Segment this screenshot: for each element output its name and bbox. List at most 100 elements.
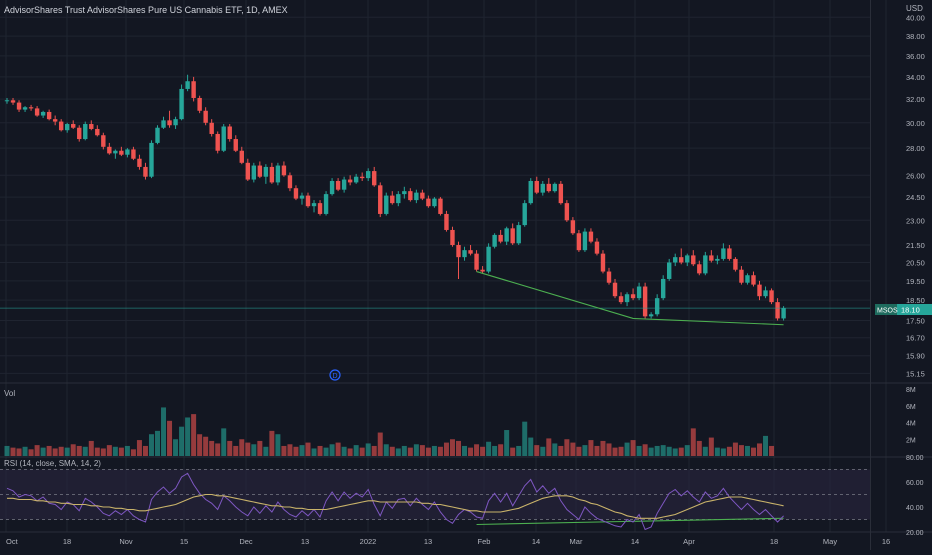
volume-bar <box>588 440 594 456</box>
time-tick-label: 13 <box>301 537 309 546</box>
volume-bar <box>341 446 347 456</box>
price-axis[interactable]: 40.00 38.00 36.00 34.00 32.00 30.00 28.00 26.00… <box>906 13 925 537</box>
volume-bar <box>245 442 251 456</box>
candle-body <box>438 198 443 214</box>
candle-body <box>582 231 588 251</box>
candle-body <box>191 81 196 98</box>
volume-bar <box>546 438 552 456</box>
candle-body <box>263 166 269 177</box>
candle-body <box>125 149 130 155</box>
time-tick-label: 18 <box>63 537 71 546</box>
volume-bar <box>462 445 468 456</box>
volume-bar <box>726 446 732 456</box>
volume-bar <box>22 446 28 456</box>
ticker-price-badge: MSOS 18.10 <box>875 304 932 315</box>
volume-bar <box>395 448 401 456</box>
dividend-event-marker[interactable]: D <box>329 369 341 381</box>
volume-bar <box>576 446 582 456</box>
candle-body <box>161 120 166 128</box>
candle-body <box>636 286 642 299</box>
candle-body <box>227 126 232 140</box>
candle-body <box>594 241 600 254</box>
volume-bar <box>287 444 293 456</box>
candle-body <box>131 149 136 159</box>
candle-body <box>215 133 220 151</box>
candle-body <box>426 198 431 207</box>
time-axis[interactable]: Oct 18 Nov 15 Dec 13 2022 13 Feb 14 Mar 14 Apr 18 May 1… <box>6 537 890 546</box>
candle-body <box>4 100 10 102</box>
volume-bar <box>449 439 455 456</box>
candle-body <box>359 176 365 179</box>
candle-body <box>432 198 437 207</box>
volume-bar <box>100 448 106 456</box>
price-tick-label: 23.00 <box>906 216 925 225</box>
ticker-badge-bg <box>875 304 897 315</box>
volume-bar <box>528 437 534 456</box>
candle-body <box>727 248 732 259</box>
ticker-badge-symbol: MSOS <box>877 308 898 315</box>
candle-body <box>673 257 678 263</box>
volume-bar <box>353 445 359 456</box>
candle-body <box>28 107 34 109</box>
candle-body <box>347 179 353 183</box>
candle-body <box>173 119 178 126</box>
candle-body <box>576 233 582 251</box>
volume-bar <box>630 440 636 456</box>
volume-bar <box>624 442 630 456</box>
candle-body <box>65 124 70 131</box>
volume-bar <box>702 446 708 456</box>
volume-bar <box>299 445 305 456</box>
candle-body <box>372 171 377 186</box>
candle-body <box>402 191 407 195</box>
volume-bar <box>317 445 323 456</box>
price-tick-label: 38.00 <box>906 32 925 41</box>
candle-body <box>618 296 624 303</box>
candle-body <box>197 97 202 111</box>
candle-body <box>474 253 479 270</box>
volume-bar <box>480 446 486 456</box>
volume-bar <box>197 434 203 456</box>
volume-bar <box>486 441 492 456</box>
candle-body <box>137 158 142 167</box>
volume-bar <box>498 444 504 456</box>
candle-body <box>751 275 756 285</box>
volume-bar <box>744 445 750 456</box>
volume-tick-label: 8M <box>906 387 916 394</box>
price-tick-label: 24.50 <box>906 193 925 202</box>
candle-body <box>456 245 461 258</box>
candle-body <box>420 192 425 199</box>
event-marker-circle[interactable] <box>329 369 341 381</box>
candle-body <box>10 100 16 103</box>
candle-body <box>52 119 58 122</box>
candle-body <box>71 124 76 128</box>
candle-body <box>101 135 106 147</box>
volume-bar <box>371 445 377 456</box>
candle-body <box>624 294 630 303</box>
candle-body <box>570 220 576 234</box>
time-tick-label: Dec <box>239 537 253 546</box>
time-tick-label: 16 <box>882 537 890 546</box>
volume-bar <box>534 445 540 456</box>
volume-bar <box>4 445 10 456</box>
time-tick-label: Mar <box>570 537 583 546</box>
candle-body <box>16 102 22 110</box>
candle-body <box>384 195 389 214</box>
time-tick-label: 14 <box>631 537 639 546</box>
candle-body <box>498 234 503 242</box>
volume-bar <box>70 444 76 456</box>
candle-body <box>552 183 558 192</box>
candle-body <box>107 146 112 154</box>
candle-body <box>679 257 684 263</box>
volume-bar <box>58 446 64 456</box>
volume-bar <box>52 448 58 456</box>
candle-body <box>95 128 100 136</box>
candle-body <box>305 195 311 207</box>
price-tick-label: 16.70 <box>906 334 925 343</box>
candle-body <box>480 269 485 272</box>
candle-body <box>233 139 238 151</box>
candle-body <box>353 176 359 183</box>
volume-bar <box>323 447 329 456</box>
volume-bar <box>46 445 52 456</box>
candle-body <box>245 162 250 180</box>
candle-body <box>257 165 263 177</box>
